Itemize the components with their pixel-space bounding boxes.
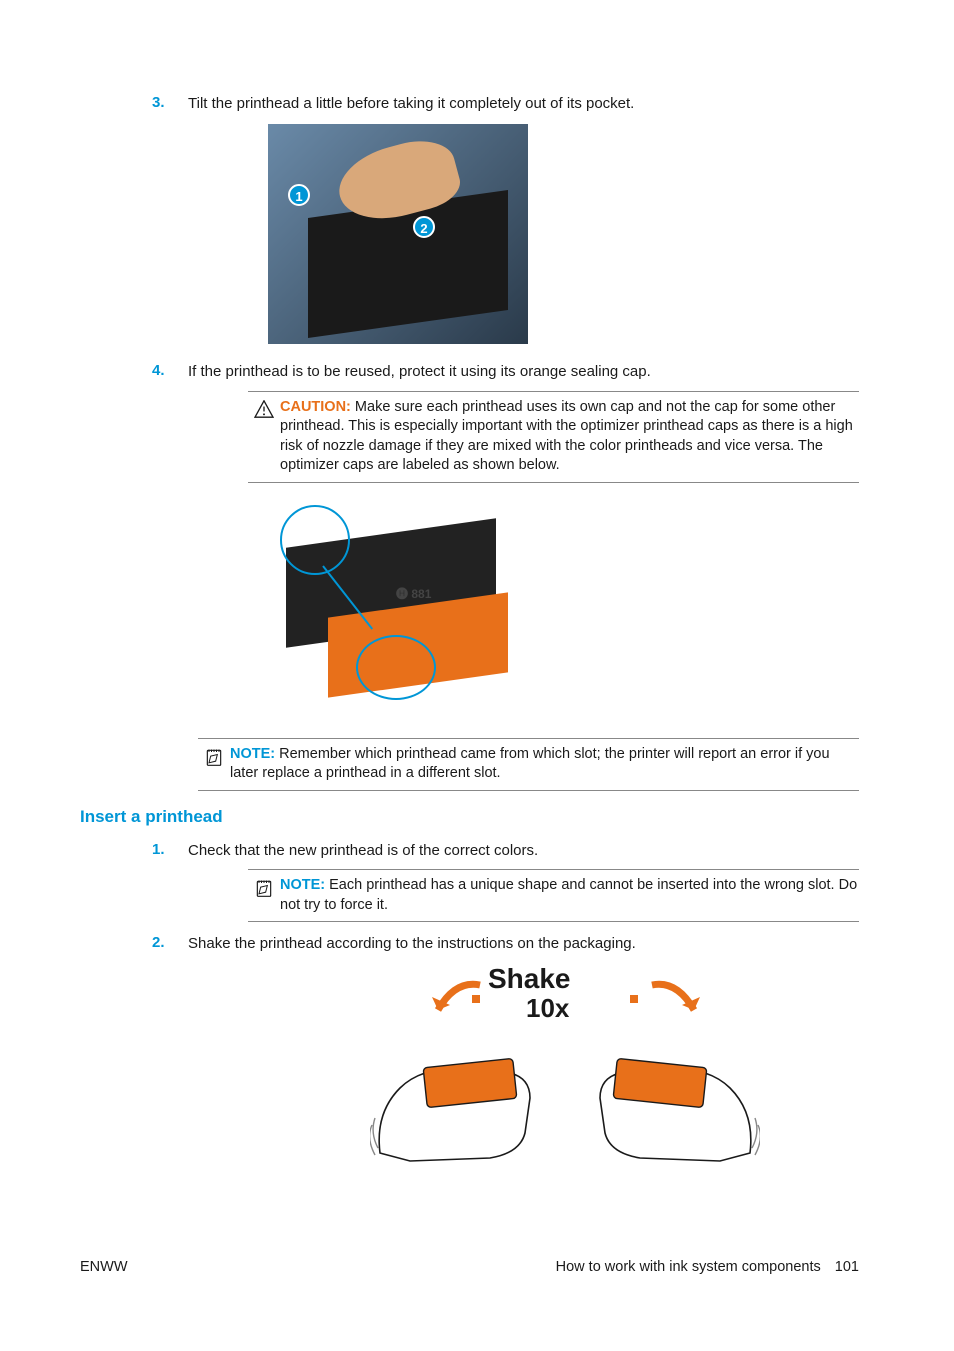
highlight-circle-1 bbox=[280, 505, 350, 575]
warning-triangle-icon bbox=[254, 400, 274, 418]
illustration-tilt: 1 2 bbox=[268, 124, 528, 344]
caution-body: CAUTION: Make sure each printhead uses i… bbox=[280, 398, 859, 476]
caution-callout: CAUTION: Make sure each printhead uses i… bbox=[248, 391, 859, 483]
note-icon bbox=[198, 745, 230, 784]
step-4: 4. If the printhead is to be reused, pro… bbox=[80, 362, 859, 382]
hand-left-shape bbox=[370, 1043, 540, 1163]
title-dot-right bbox=[630, 995, 638, 1003]
step-text: Shake the printhead according to the ins… bbox=[188, 934, 859, 954]
arrow-left-icon bbox=[430, 975, 490, 1025]
note-body: NOTE: Each printhead has a unique shape … bbox=[280, 876, 859, 915]
caution-text: Make sure each printhead uses its own ca… bbox=[280, 399, 853, 474]
note-label: NOTE: bbox=[230, 746, 275, 762]
step-number: 2. bbox=[80, 934, 188, 954]
page-footer: ENWW How to work with ink system compone… bbox=[80, 1259, 859, 1275]
arrow-right-icon bbox=[642, 975, 702, 1025]
model-label: 🅗 881 bbox=[396, 585, 431, 602]
step-text: Check that the new printhead is of the c… bbox=[188, 841, 859, 861]
note-label: NOTE: bbox=[280, 877, 325, 893]
hand-right-shape bbox=[590, 1043, 760, 1163]
figure-shake: Shake 10x bbox=[350, 963, 790, 1193]
note-text: Each printhead has a unique shape and ca… bbox=[280, 877, 857, 913]
note-callout-1: NOTE: Remember which printhead came from… bbox=[198, 738, 859, 791]
page-number: 101 bbox=[835, 1259, 859, 1275]
note-body: NOTE: Remember which printhead came from… bbox=[230, 745, 859, 784]
step-number: 1. bbox=[80, 841, 188, 861]
note-text: Remember which printhead came from which… bbox=[230, 746, 830, 782]
step-b2: 2. Shake the printhead according to the … bbox=[80, 934, 859, 954]
figure-sealing-cap: 🅗 881 bbox=[268, 495, 859, 720]
footer-right: How to work with ink system components 1… bbox=[556, 1259, 859, 1275]
section-heading: Insert a printhead bbox=[80, 807, 859, 827]
callout-badge-1: 1 bbox=[288, 184, 310, 206]
footer-section-title: How to work with ink system components bbox=[556, 1259, 821, 1275]
shake-title: Shake bbox=[488, 963, 571, 995]
note-callout-2: NOTE: Each printhead has a unique shape … bbox=[248, 869, 859, 922]
step-b1: 1. Check that the new printhead is of th… bbox=[80, 841, 859, 861]
illustration-cap: 🅗 881 bbox=[268, 495, 528, 720]
shake-count: 10x bbox=[526, 993, 569, 1024]
caution-icon bbox=[248, 398, 280, 476]
footer-left: ENWW bbox=[80, 1259, 128, 1275]
highlight-circle-2 bbox=[356, 635, 436, 700]
step-3: 3. Tilt the printhead a little before ta… bbox=[80, 94, 859, 114]
page: 3. Tilt the printhead a little before ta… bbox=[0, 0, 954, 1351]
caution-label: CAUTION: bbox=[280, 399, 351, 415]
note-page-icon bbox=[204, 747, 224, 767]
figure-tilt-printhead: 1 2 bbox=[268, 124, 859, 344]
step-text: If the printhead is to be reused, protec… bbox=[188, 362, 859, 382]
step-number: 3. bbox=[80, 94, 188, 114]
model-number: 881 bbox=[411, 587, 431, 601]
note-page-icon bbox=[254, 878, 274, 898]
step-text: Tilt the printhead a little before takin… bbox=[188, 94, 859, 114]
note-icon bbox=[248, 876, 280, 915]
step-number: 4. bbox=[80, 362, 188, 382]
